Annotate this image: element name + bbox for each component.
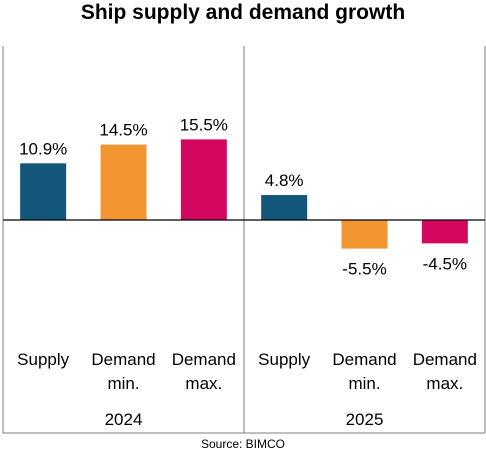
category-label: max. [426,374,463,393]
data-label: 4.8% [265,171,304,190]
bar [180,139,227,220]
category-label: min. [348,374,380,393]
category-label: Demand [172,350,236,369]
source-note: Source: BIMCO [200,437,286,451]
category-label: Supply [17,350,69,369]
group-label: 2024 [105,410,143,429]
category-label: Demand [91,350,155,369]
category-label: Supply [258,350,310,369]
category-label: max. [185,374,222,393]
bar [341,220,388,249]
data-label: 14.5% [99,121,147,140]
data-label: 15.5% [180,115,228,134]
category-label: Demand [413,350,477,369]
data-label: -5.5% [342,260,386,279]
bar [261,195,308,220]
chart-title: Ship supply and demand growth [80,1,406,24]
category-label: Demand [332,350,396,369]
bar [421,220,468,244]
group-label: 2025 [346,410,384,429]
bar [100,144,147,220]
data-label: 10.9% [19,139,67,158]
data-label: -4.5% [423,254,467,273]
category-label: min. [107,374,139,393]
bar [20,163,67,220]
